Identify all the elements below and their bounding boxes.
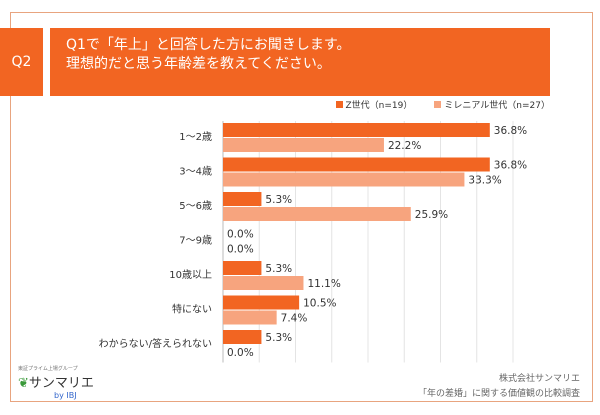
category-label: 5〜6歳 [179,200,212,212]
footer-source: 株式会社サンマリエ 「年の差婚」に関する価値観の比較調査 [417,374,580,399]
data-label: 5.3% [265,263,292,275]
bar [223,330,262,344]
data-label: 22.2% [388,140,421,152]
legend-item-millennial: ミレニアル世代（n=27） [434,98,550,111]
logo: 東証プライム上場グループ ❦サンマリエ by IBJ [18,366,94,400]
data-label: 11.1% [307,278,340,290]
data-label: 36.8% [494,125,527,137]
category-label: 10歳以上 [169,269,212,281]
data-label: 7.4% [281,313,308,325]
data-label: 5.3% [265,194,292,206]
category-label: 特にない [172,304,212,316]
data-label: 0.0% [227,244,254,256]
bar [223,295,300,310]
question-number: Q2 [0,28,43,96]
bar [223,172,465,187]
data-label: 10.5% [303,298,336,310]
card-frame [10,12,593,402]
bar [223,276,304,290]
bar [223,261,262,275]
category-label: 7〜9歳 [179,235,212,247]
legend: Z世代（n=19） ミレニアル世代（n=27） [300,98,550,111]
data-label: 5.3% [265,332,292,344]
title-line-1: Q1で「年上」と回答した方にお聞きします。 [66,37,351,53]
bar [223,157,490,172]
data-label: 25.9% [415,209,448,221]
bar [223,123,490,137]
data-label: 0.0% [227,347,254,359]
category-label: 3〜4歳 [179,166,212,178]
bar [223,310,277,325]
bar [223,207,411,221]
title-line-2: 理想的だと思う年齢差を教えてください。 [66,56,331,72]
data-label: 36.8% [494,160,527,172]
bar [223,138,384,152]
category-label: 1〜2歳 [179,131,212,143]
legend-item-z: Z世代（n=19） [335,98,412,111]
question-title: Q1で「年上」と回答した方にお聞きします。 理想的だと思う年齢差を教えてください。 [50,28,550,96]
bar [223,192,262,206]
category-label: わからない/答えられない [99,337,212,350]
data-label: 33.3% [468,175,501,187]
data-label: 0.0% [227,229,254,241]
